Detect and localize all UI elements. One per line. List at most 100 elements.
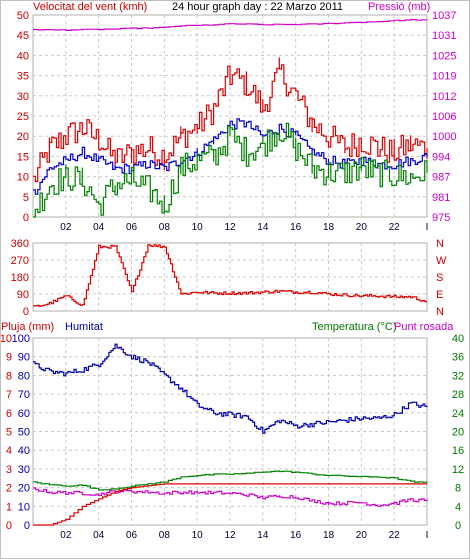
wind-speed-tick-label: 30 bbox=[17, 91, 29, 103]
pressure-axis-label: Pressió (mb) bbox=[368, 1, 430, 13]
temperature-tick-label: 24 bbox=[452, 408, 464, 420]
temperature-tick-label: 0 bbox=[455, 520, 461, 532]
rain-axis-label: Pluja (mm) bbox=[1, 321, 54, 333]
pressure-tick-label: 1037 bbox=[432, 10, 456, 22]
humidity-tick-label: 50 bbox=[18, 427, 30, 439]
series-line bbox=[33, 483, 427, 526]
x-tick-label: 02 bbox=[60, 222, 72, 233]
humidity-tick-label: 70 bbox=[18, 389, 30, 401]
temperature-axis-label: Temperatura (°C) bbox=[312, 321, 396, 333]
wind-direction-plot-frame bbox=[32, 242, 428, 312]
humidity-x-ticks: 02 04 06 08 10 12 14 16 18 20 22 I bbox=[60, 530, 428, 541]
wind-direction-tick-label: 0 bbox=[23, 306, 29, 318]
wind-direction-tick-label: 90 bbox=[17, 289, 29, 301]
wind-direction-tick-label: 270 bbox=[11, 255, 29, 267]
wind-speed-tick-label: 20 bbox=[17, 131, 29, 143]
compass-tick-label: W bbox=[436, 255, 447, 267]
x-tick-label: 08 bbox=[159, 222, 171, 233]
x-tick-label: 08 bbox=[159, 530, 171, 541]
x-tick-label: 02 bbox=[60, 530, 72, 541]
wind-speed-tick-label: 50 bbox=[17, 10, 29, 22]
temperature-tick-label: 16 bbox=[452, 445, 464, 457]
wind-direction-gridlines bbox=[33, 243, 427, 311]
temperature-tick-label: 8 bbox=[455, 483, 461, 495]
series-line bbox=[33, 57, 428, 183]
wind-speed-axis-label: Velocitat del vent (kmh) bbox=[33, 1, 147, 13]
humidity-tick-label: 30 bbox=[18, 464, 30, 476]
series-line bbox=[33, 244, 427, 307]
wind-speed-tick-label: 15 bbox=[17, 151, 29, 163]
x-tick-label: 12 bbox=[224, 222, 236, 233]
pressure-tick-label: 981 bbox=[432, 192, 450, 204]
humidity-gridlines bbox=[33, 338, 427, 525]
humidity-tick-label: 0 bbox=[24, 520, 30, 532]
wind-speed-tick-label: 25 bbox=[17, 111, 29, 123]
x-tick-label: 04 bbox=[93, 222, 105, 233]
x-tick-label: 18 bbox=[323, 222, 335, 233]
x-tick-label: 10 bbox=[192, 530, 204, 541]
compass-tick-label: E bbox=[436, 289, 443, 301]
pressure-tick-label: 994 bbox=[432, 151, 450, 163]
x-tick-label: 16 bbox=[290, 530, 302, 541]
compass-tick-label: N bbox=[436, 306, 444, 318]
pressure-tick-label: 1000 bbox=[432, 131, 456, 143]
wind-speed-tick-label: 5 bbox=[23, 192, 29, 204]
humidity-tick-label: 100 bbox=[12, 333, 30, 345]
x-tick-label: I bbox=[426, 530, 429, 541]
series-line bbox=[33, 122, 428, 218]
x-tick-label: 12 bbox=[224, 530, 236, 541]
x-tick-label: 14 bbox=[257, 222, 269, 233]
x-tick-label: 14 bbox=[257, 530, 269, 541]
temperature-tick-label: 36 bbox=[452, 352, 464, 364]
wind-direction-tick-label: 360 bbox=[11, 238, 29, 250]
x-tick-label: 20 bbox=[356, 530, 368, 541]
x-tick-label: 18 bbox=[323, 530, 335, 541]
humidity-series bbox=[33, 343, 428, 526]
pressure-tick-label: 987 bbox=[432, 172, 450, 184]
wind-speed-tick-label: 10 bbox=[17, 172, 29, 184]
pressure-right-ticks: 975 981 987 994 1000 1006 1012 1019 1025 1031 1037 bbox=[432, 10, 456, 224]
wind-speed-tick-label: 40 bbox=[17, 50, 29, 62]
wind-speed-tick-label: 35 bbox=[17, 71, 29, 83]
series-line bbox=[33, 343, 428, 434]
humidity-tick-label: 60 bbox=[18, 408, 30, 420]
temperature-tick-label: 12 bbox=[452, 464, 464, 476]
pressure-tick-label: 975 bbox=[432, 212, 450, 224]
dewpoint-axis-label: Punt rosada bbox=[394, 321, 454, 333]
rain-tick-label: 9 bbox=[6, 352, 12, 364]
wind-direction-left-ticks: 0 90 180 270 360 bbox=[11, 238, 29, 318]
wind-direction-tick-label: 180 bbox=[11, 272, 29, 284]
x-tick-label: 22 bbox=[389, 222, 401, 233]
wind-speed-tick-label: 0 bbox=[23, 212, 29, 224]
pressure-tick-label: 1025 bbox=[432, 50, 456, 62]
temperature-tick-label: 4 bbox=[455, 501, 461, 513]
humidity-left-ticks: 0 10 20 30 40 50 60 70 80 90 100 bbox=[12, 333, 30, 532]
rain-tick-label: 6 bbox=[6, 408, 12, 420]
series-line bbox=[33, 470, 428, 491]
rain-tick-label: 3 bbox=[6, 464, 12, 476]
temperature-right-ticks: 0 4 8 12 16 20 24 28 32 36 40 bbox=[452, 333, 464, 532]
wind-speed-x-ticks: 02 04 06 08 10 12 14 16 18 20 22 I bbox=[60, 222, 428, 233]
x-tick-label: 06 bbox=[126, 530, 138, 541]
wind-speed-gridlines bbox=[33, 15, 427, 217]
humidity-tick-label: 80 bbox=[18, 370, 30, 382]
rain-tick-label: 2 bbox=[6, 483, 12, 495]
temperature-tick-label: 28 bbox=[452, 389, 464, 401]
compass-tick-label: S bbox=[436, 272, 443, 284]
humidity-axis-label: Humitat bbox=[65, 321, 103, 333]
x-tick-label: 10 bbox=[192, 222, 204, 233]
x-tick-label: 04 bbox=[93, 530, 105, 541]
pressure-tick-label: 1019 bbox=[432, 71, 456, 83]
rain-tick-label: 0 bbox=[6, 520, 12, 532]
rain-tick-label: 1 bbox=[6, 501, 12, 513]
pressure-tick-label: 1006 bbox=[432, 111, 456, 123]
humidity-tick-label: 20 bbox=[18, 483, 30, 495]
rain-tick-label: 8 bbox=[6, 370, 12, 382]
wind-speed-series bbox=[33, 19, 428, 218]
rain-tick-label: 10 bbox=[0, 333, 12, 345]
wind-direction-series bbox=[33, 244, 427, 307]
chart-title: 24 hour graph day : 22 Marzo 2011 bbox=[172, 1, 343, 13]
